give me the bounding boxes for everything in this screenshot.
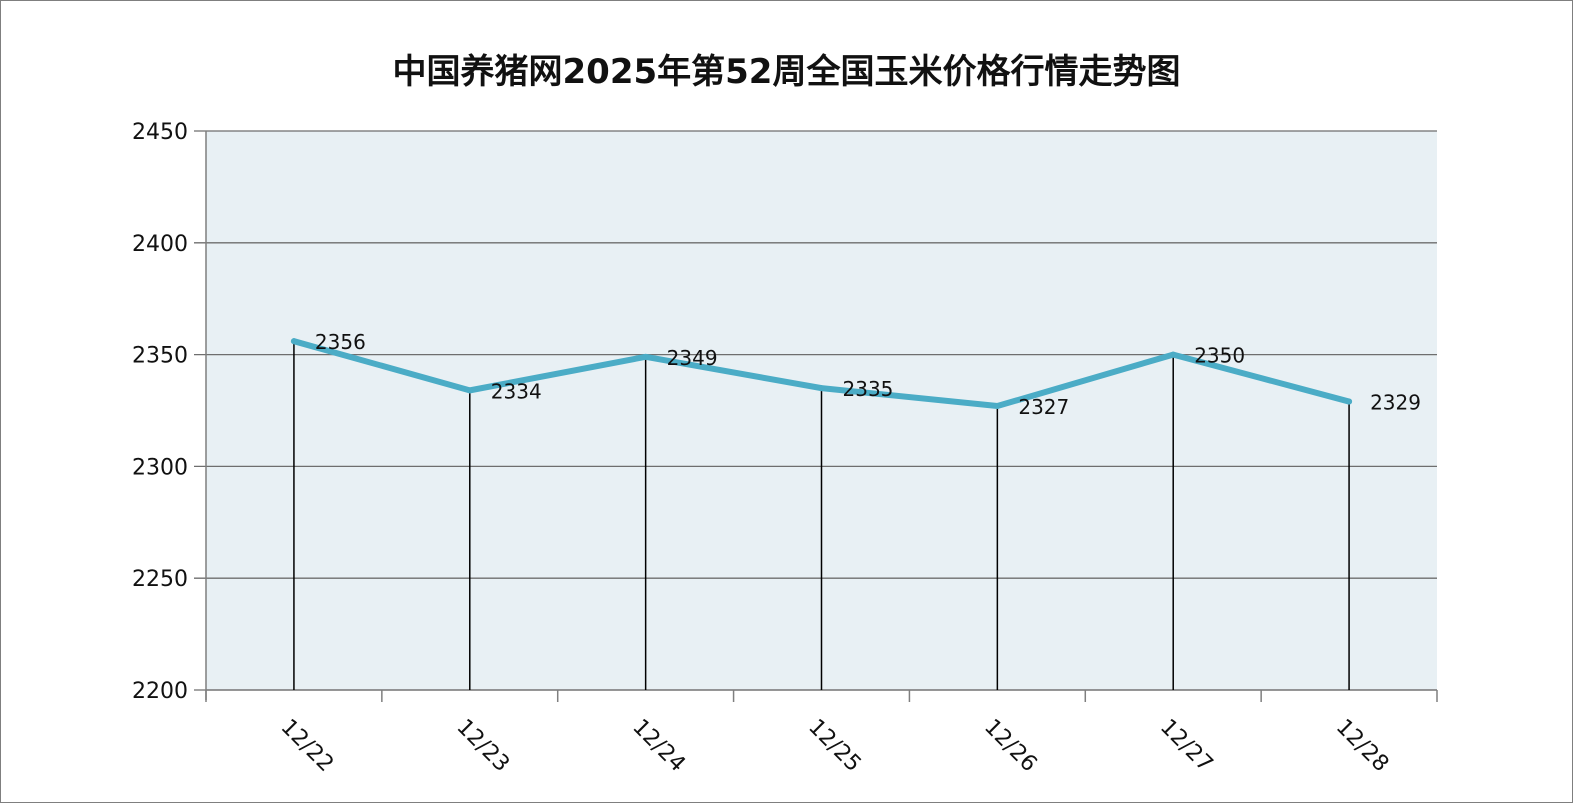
data-label: 2329 <box>1370 391 1421 415</box>
data-label: 2349 <box>667 346 718 370</box>
x-tick-label: 12/26 <box>979 715 1042 778</box>
data-point <box>1346 398 1353 405</box>
x-tick-label: 12/27 <box>1155 715 1218 778</box>
data-label: 2356 <box>315 330 366 354</box>
data-label: 2350 <box>1194 344 1245 368</box>
data-point <box>642 353 649 360</box>
chart-title: 中国养猪网2025年第52周全国玉米价格行情走势图 <box>392 52 1181 92</box>
data-label: 2335 <box>843 377 894 401</box>
x-tick-label: 12/24 <box>627 715 690 778</box>
y-tick-label: 2400 <box>132 232 188 257</box>
x-tick-label: 12/28 <box>1331 715 1394 778</box>
x-tick-label: 12/25 <box>803 715 866 778</box>
data-point <box>290 338 297 345</box>
y-tick-label: 2300 <box>132 455 188 480</box>
y-tick-label: 2250 <box>132 567 188 592</box>
data-point <box>994 403 1001 410</box>
data-point <box>818 385 825 392</box>
y-tick-label: 2200 <box>132 679 188 704</box>
x-tick-label: 12/22 <box>276 715 339 778</box>
data-point <box>466 387 473 394</box>
y-tick-label: 2350 <box>132 344 188 369</box>
data-point <box>1170 351 1177 358</box>
x-tick-label: 12/23 <box>452 715 515 778</box>
data-label: 2327 <box>1018 395 1069 419</box>
data-label: 2334 <box>491 379 542 403</box>
y-tick-label: 2450 <box>132 120 188 145</box>
